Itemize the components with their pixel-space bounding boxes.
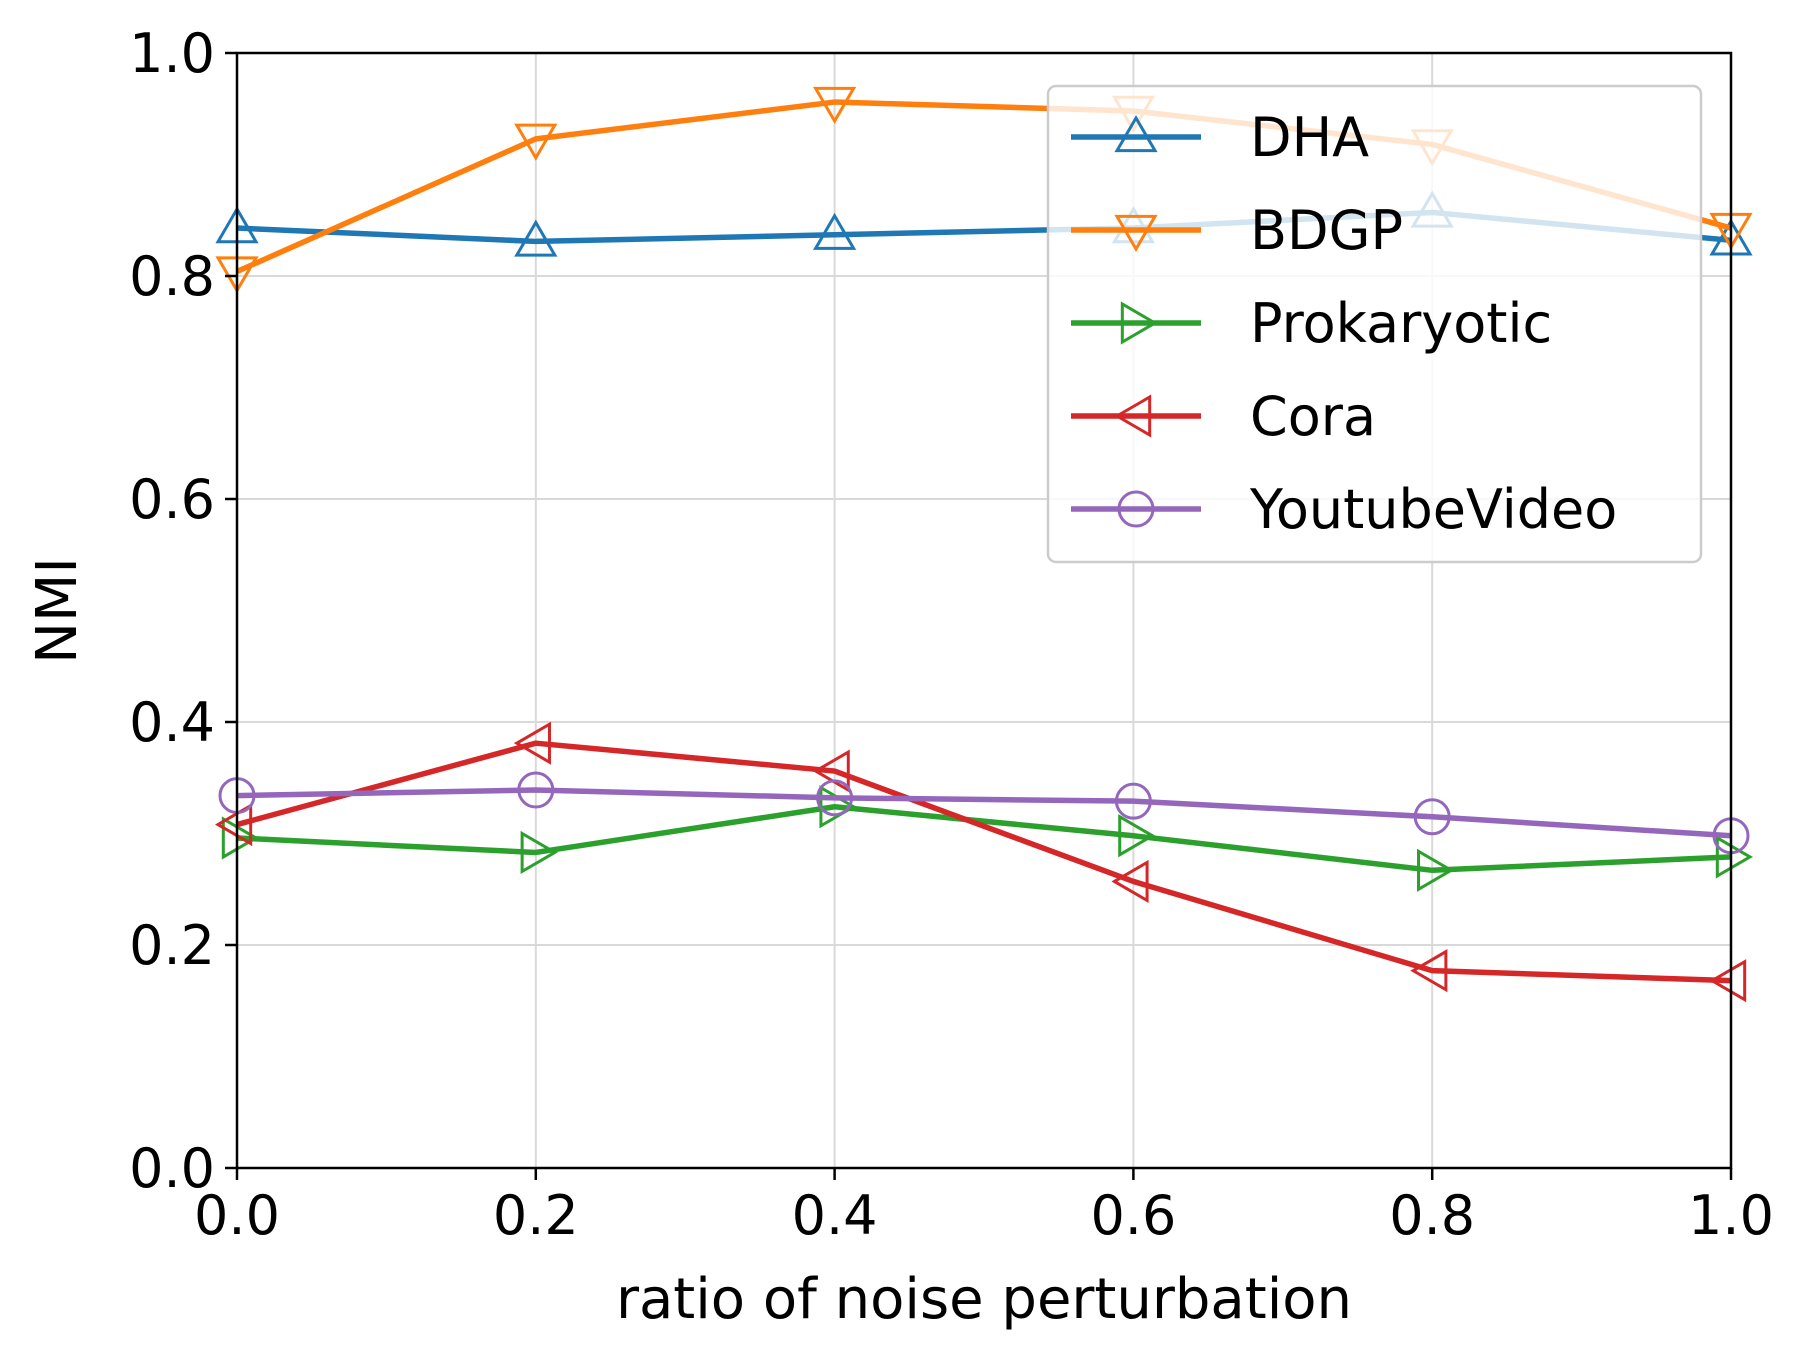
y-tick-label: 0.6 bbox=[129, 468, 215, 531]
x-tick-label: 0.4 bbox=[792, 1184, 878, 1247]
legend-item-youtubevideo: YoutubeVideo bbox=[1071, 478, 1617, 541]
legend-item-dha: DHA bbox=[1071, 106, 1369, 169]
legend-box bbox=[1046, 84, 1703, 564]
y-tick-label: 0.0 bbox=[129, 1137, 215, 1200]
y-tick-label: 0.8 bbox=[129, 245, 215, 308]
data-point-prokaryotic bbox=[1417, 848, 1455, 892]
data-point-cora bbox=[513, 721, 551, 765]
legend-item-cora: Cora bbox=[1071, 385, 1376, 448]
legend-item-bdgp: BDGP bbox=[1071, 199, 1403, 262]
x-axis-label: ratio of noise perturbation bbox=[616, 1267, 1352, 1332]
legend-marker-cora bbox=[1114, 394, 1152, 438]
legend-marker-prokaryotic bbox=[1120, 301, 1158, 345]
x-tick-label: 0.6 bbox=[1090, 1184, 1176, 1247]
data-point-prokaryotic bbox=[221, 816, 259, 860]
x-tick-label: 0.2 bbox=[493, 1184, 579, 1247]
y-tick-label: 0.4 bbox=[129, 691, 215, 754]
data-point-prokaryotic bbox=[1715, 835, 1753, 879]
data-point-cora bbox=[215, 802, 253, 847]
series-line-youtubevideo bbox=[236, 787, 1732, 839]
legend-label-youtubevideo: YoutubeVideo bbox=[1249, 478, 1617, 541]
data-point-youtubevideo bbox=[1413, 798, 1451, 836]
data-point-youtubevideo bbox=[517, 771, 555, 809]
series-cora bbox=[215, 721, 1747, 1003]
legend-marker-bdgp bbox=[1114, 214, 1158, 252]
data-point-prokaryotic bbox=[520, 830, 558, 875]
series-prokaryotic bbox=[221, 785, 1753, 892]
plot-frame bbox=[235, 51, 1733, 1170]
legend-label-cora: Cora bbox=[1250, 385, 1376, 448]
y-axis-label: NMI bbox=[25, 557, 90, 664]
axis-ticks: 0.0 0.2 0.4 0.6 0.8 1.0 0.0 0.2 0.4 0.6 0.8 1.0 bbox=[129, 22, 1774, 1247]
data-point-cora bbox=[1111, 859, 1149, 904]
legend-label-bdgp: BDGP bbox=[1250, 199, 1403, 262]
legend-marker-dha bbox=[1114, 115, 1158, 153]
x-tick-label: 1.0 bbox=[1688, 1184, 1774, 1247]
y-tick-label: 0.2 bbox=[129, 914, 215, 977]
legend-label-prokaryotic: Prokaryotic bbox=[1250, 292, 1552, 355]
series-youtubevideo bbox=[218, 771, 1750, 855]
data-point-cora bbox=[1709, 959, 1747, 1003]
data-point-prokaryotic bbox=[1118, 814, 1156, 858]
legend-label-dha: DHA bbox=[1250, 106, 1369, 169]
data-point-cora bbox=[1410, 949, 1448, 993]
data-point-youtubevideo bbox=[1114, 782, 1152, 820]
legend-marker-youtubevideo bbox=[1117, 490, 1155, 528]
legend: DHA BDGP Prokaryotic Cora YoutubeVideo bbox=[1046, 84, 1703, 564]
legend-item-prokaryotic: Prokaryotic bbox=[1071, 292, 1552, 355]
y-tick-label: 1.0 bbox=[129, 22, 215, 85]
data-point-dha bbox=[514, 219, 558, 257]
x-tick-label: 0.0 bbox=[194, 1184, 280, 1247]
data-point-bdgp bbox=[812, 86, 857, 125]
x-tick-label: 0.8 bbox=[1389, 1184, 1475, 1247]
data-point-dha bbox=[812, 212, 857, 250]
data-point-bdgp bbox=[514, 123, 558, 161]
series-line-cora bbox=[236, 740, 1732, 984]
series-line-prokaryotic bbox=[236, 803, 1732, 874]
data-point-youtubevideo bbox=[816, 779, 854, 817]
